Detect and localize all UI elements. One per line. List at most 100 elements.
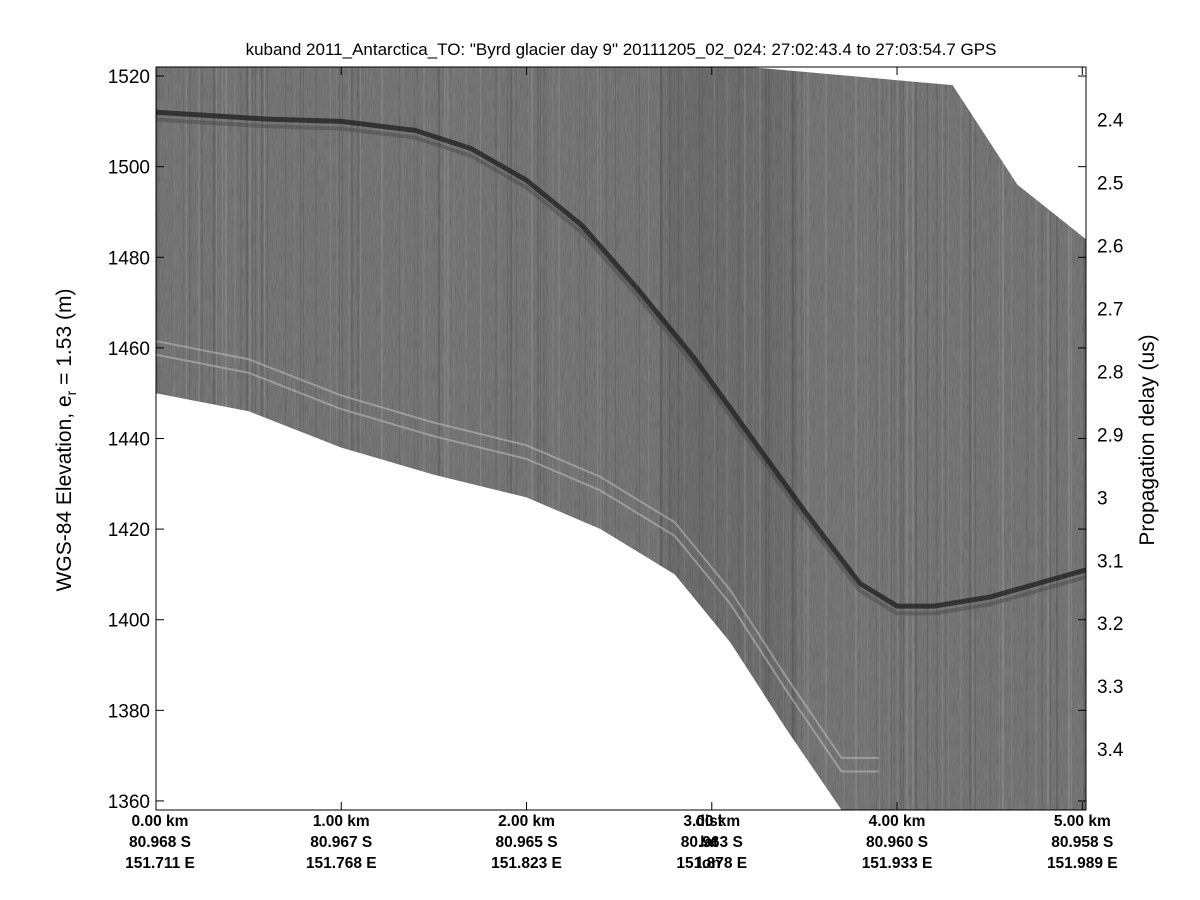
trace-stripe (756, 67, 757, 810)
ice-surface-return (156, 109, 1086, 609)
trace-stripe (531, 67, 533, 810)
trace-stripe (447, 67, 449, 810)
trace-stripe (942, 67, 943, 810)
trace-stripe (945, 67, 946, 810)
trace-stripe (855, 67, 857, 810)
trace-stripe (198, 67, 200, 810)
trace-stripe (615, 67, 616, 810)
trace-stripe (717, 67, 718, 810)
trace-stripe (975, 67, 976, 810)
trace-stripe (861, 67, 862, 810)
trace-stripe (714, 67, 715, 810)
trace-stripe (663, 67, 665, 810)
trace-stripe (606, 67, 607, 810)
y2-tick-label-2.7: 2.7 (1097, 299, 1123, 320)
trace-stripe (867, 67, 868, 810)
x-tick-lon-label: 151.711 E (125, 855, 195, 872)
trace-stripe (543, 67, 545, 810)
trace-stripe (585, 67, 586, 810)
y-tick-label-1500: 1500 (108, 158, 150, 179)
trace-stripe (729, 67, 730, 810)
x-tick-dist-label: 4.00 km (869, 813, 926, 830)
y2-tick-label-3.3: 3.3 (1097, 677, 1123, 698)
trace-stripe (417, 67, 418, 810)
trace-stripe (948, 67, 949, 810)
trace-stripe (300, 67, 301, 810)
x-row-label-lat: lat (700, 834, 718, 851)
trace-stripe (264, 67, 265, 810)
trace-stripe (990, 67, 991, 810)
x-row-label-lon: lon (698, 855, 721, 872)
x-tick-lon-label: 151.933 E (862, 855, 933, 872)
trace-stripe (843, 67, 845, 810)
trace-stripe (1026, 67, 1028, 810)
trace-stripe (537, 67, 539, 810)
trace-stripe (894, 67, 895, 810)
trace-stripe (342, 67, 343, 810)
internal-layer-1 (156, 353, 879, 773)
trace-stripe (684, 67, 685, 810)
x-tick-dist-label: 5.00 km (1054, 813, 1111, 830)
trace-stripe (795, 67, 797, 810)
internal-layer-2 (156, 340, 879, 759)
trace-stripe (678, 67, 679, 810)
trace-stripe (888, 67, 890, 810)
trace-stripe (915, 67, 917, 810)
trace-stripe (702, 67, 703, 810)
trace-stripe (552, 67, 554, 810)
trace-stripe (303, 67, 304, 810)
trace-stripe (1068, 67, 1070, 810)
trace-stripe (510, 67, 512, 810)
x-tick-dist-label: 1.00 km (313, 813, 370, 830)
x-tick-lon-label: 151.768 E (306, 855, 377, 872)
trace-stripe (480, 67, 481, 810)
trace-stripe (558, 67, 560, 810)
trace-stripe (240, 67, 242, 810)
trace-stripe (648, 67, 649, 810)
y2-tick-label-2.4: 2.4 (1097, 110, 1124, 131)
y-tick-label-1480: 1480 (108, 248, 150, 269)
trace-stripe (825, 67, 827, 810)
trace-stripe (399, 67, 400, 810)
trace-stripe (600, 67, 601, 810)
trace-stripe (1056, 67, 1058, 810)
trace-stripe (414, 67, 415, 810)
trace-stripe (1035, 67, 1037, 810)
radar-image-layer (156, 67, 1086, 810)
trace-stripe (882, 67, 883, 810)
trace-stripe (906, 67, 908, 810)
trace-stripe (579, 67, 580, 810)
trace-stripe (258, 67, 259, 810)
trace-stripe (972, 67, 973, 810)
trace-stripe (246, 67, 248, 810)
x-tick-lon-label: 151.989 E (1047, 855, 1118, 872)
trace-stripe (573, 67, 574, 810)
trace-stripe (969, 67, 971, 810)
x-tick-lat-label: 80.963 S (681, 834, 743, 851)
trace-stripe (351, 67, 353, 810)
trace-stripe (891, 67, 892, 810)
y-tick-label-1460: 1460 (108, 339, 150, 360)
trace-stripe (429, 67, 430, 810)
trace-stripe (900, 67, 902, 810)
y-tick-label-1360: 1360 (108, 792, 150, 813)
trace-stripe (183, 67, 184, 810)
trace-stripe (783, 67, 784, 810)
trace-stripe (507, 67, 508, 810)
y-tick-label-1440: 1440 (108, 430, 150, 451)
trace-stripe (903, 67, 904, 810)
trace-stripe (879, 67, 880, 810)
trace-stripe (402, 67, 404, 810)
trace-stripe (255, 67, 256, 810)
trace-stripe (1002, 67, 1004, 810)
trace-stripe (423, 67, 425, 810)
trace-stripe (936, 67, 938, 810)
trace-stripe (759, 67, 761, 810)
x-tick-dist-label: 3.00 km (683, 813, 740, 830)
trace-stripe (249, 67, 251, 810)
trace-stripe (189, 67, 191, 810)
trace-stripe (738, 67, 740, 810)
trace-stripe (1071, 67, 1072, 810)
trace-stripe (774, 67, 775, 810)
